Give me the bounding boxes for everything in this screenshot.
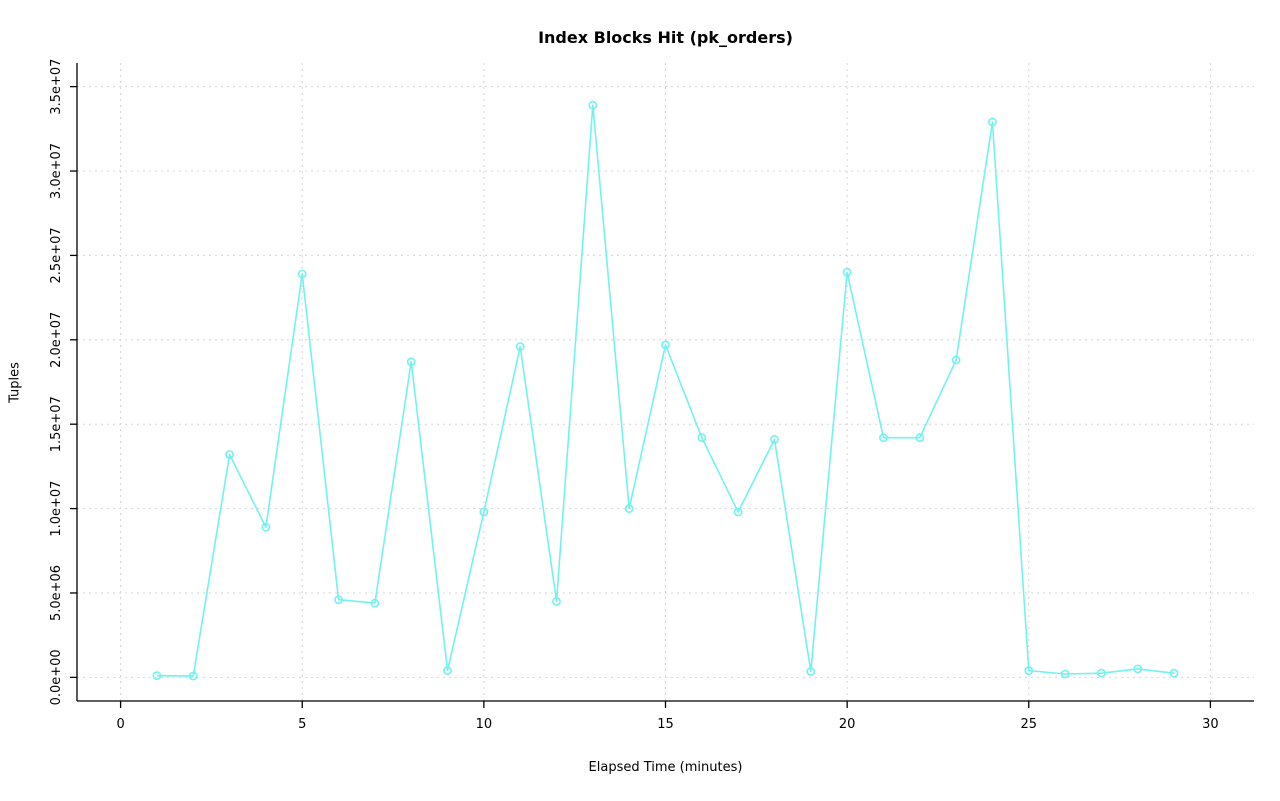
data-point	[1133, 664, 1143, 674]
x-tick-label: 30	[1202, 717, 1219, 732]
x-tick-label: 25	[1020, 717, 1037, 732]
data-point	[733, 507, 743, 517]
y-tick-label: 2.0e+07	[49, 312, 64, 368]
y-tick-label: 5.0e+06	[49, 565, 64, 621]
data-point	[842, 267, 852, 277]
data-point	[370, 598, 380, 608]
x-tick-label: 20	[839, 717, 856, 732]
data-line	[156, 104, 1175, 677]
data-point	[152, 671, 162, 681]
data-point	[406, 357, 416, 367]
x-tick-label: 0	[116, 717, 124, 732]
y-tick-label: 0.0e+00	[49, 649, 64, 705]
x-tick-label: 15	[657, 717, 674, 732]
data-point	[552, 597, 561, 606]
y-tick-label: 1.0e+07	[49, 481, 64, 537]
chart-title: Index Blocks Hit (pk_orders)	[538, 28, 793, 47]
y-tick-label: 3.0e+07	[49, 143, 64, 199]
data-point	[1060, 669, 1070, 679]
data-point	[334, 595, 343, 605]
data-point	[806, 667, 816, 676]
data-point	[879, 433, 888, 443]
data-point	[915, 433, 925, 443]
data-point	[515, 342, 525, 351]
data-point	[988, 117, 997, 127]
x-axis-label: Elapsed Time (minutes)	[588, 760, 743, 775]
y-tick-label: 1.5e+07	[49, 396, 64, 452]
x-tick-label: 5	[298, 717, 306, 732]
y-tick-label: 3.5e+07	[49, 59, 64, 115]
data-point	[1169, 668, 1179, 678]
data-point	[297, 269, 307, 279]
data-point	[951, 355, 961, 365]
data-point	[770, 434, 779, 444]
data-point	[479, 507, 489, 517]
data-point	[1097, 668, 1106, 678]
x-tick-label: 10	[476, 717, 493, 732]
data-point	[225, 450, 234, 459]
data-point	[261, 522, 271, 532]
data-point	[443, 666, 452, 676]
data-point	[588, 100, 598, 110]
data-point	[624, 504, 634, 513]
y-axis-label: Tuples	[7, 362, 23, 403]
data-point	[188, 671, 198, 681]
data-point	[697, 433, 707, 443]
data-point	[1024, 666, 1034, 676]
y-tick-label: 2.5e+07	[49, 227, 64, 283]
data-point	[661, 340, 670, 350]
